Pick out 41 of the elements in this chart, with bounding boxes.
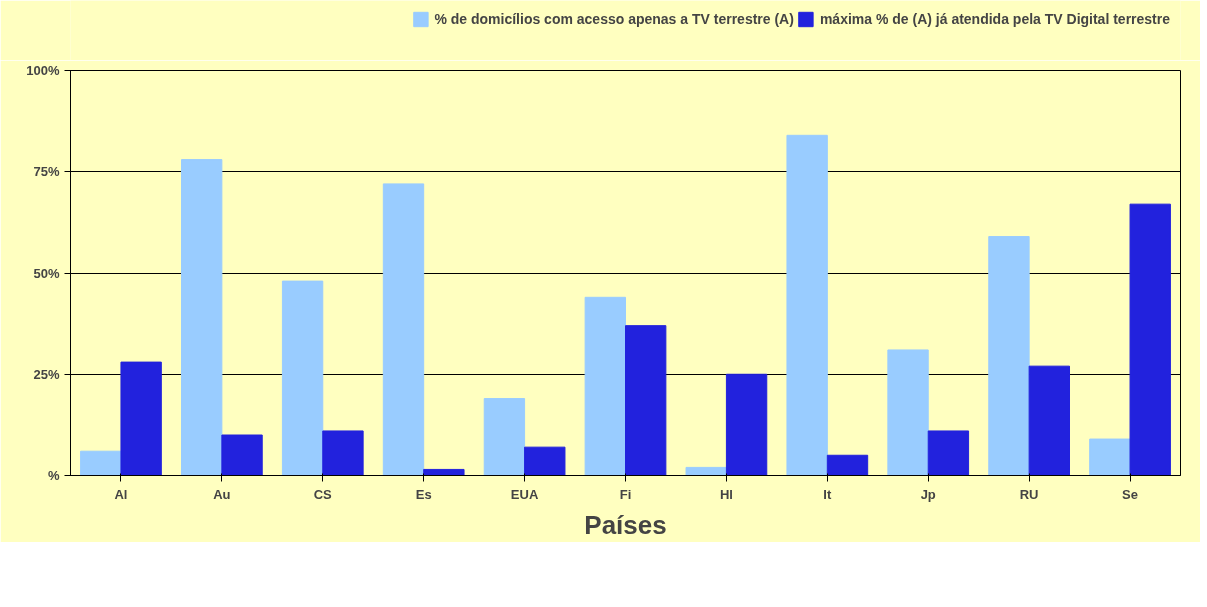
legend-label: % de domicílios com acesso apenas a TV terrestre (A): [434, 11, 794, 27]
bar: [887, 349, 929, 476]
y-tick-label: 75%: [33, 164, 60, 180]
bar: [120, 361, 162, 476]
x-tick-label: EUA: [510, 486, 539, 502]
bar: [826, 454, 869, 476]
x-tick-label: Al: [114, 486, 128, 502]
bar: [80, 450, 122, 476]
bar: [725, 373, 768, 476]
y-tick-label: 25%: [33, 366, 60, 382]
bar: [181, 159, 223, 476]
x-tick-label: Jp: [920, 486, 936, 502]
y-tick-label: %: [47, 468, 60, 483]
bar: [988, 236, 1030, 476]
bar: [483, 398, 526, 476]
x-tick-label: Se: [1122, 486, 1138, 502]
y-tick-label: 50%: [33, 265, 60, 281]
legend-label: máxima % de (A) já atendida pela TV Digital terrestre: [819, 11, 1170, 27]
bar: [584, 296, 626, 476]
bar: [382, 183, 425, 476]
bar: [1028, 365, 1070, 476]
bar: [1129, 203, 1171, 476]
x-tick-label: Au: [213, 486, 231, 502]
bar: [281, 280, 324, 476]
bar: [625, 325, 667, 476]
bar: [927, 430, 970, 476]
x-tick-label: It: [823, 486, 832, 502]
x-tick-label: Fi: [619, 486, 632, 502]
bar: [221, 434, 263, 476]
x-tick-label: RU: [1019, 486, 1039, 502]
y-tick-label: 100%: [26, 63, 60, 78]
bar: [524, 446, 566, 476]
x-tick-label: Es: [415, 486, 432, 502]
x-tick-label: Hl: [719, 486, 733, 502]
bar: [1089, 438, 1131, 476]
bar: [423, 468, 465, 476]
bar: [322, 430, 364, 476]
bar: [685, 466, 727, 476]
x-axis-title: Países: [584, 509, 667, 540]
x-tick-label: CS: [313, 486, 333, 502]
bar: [786, 134, 828, 476]
